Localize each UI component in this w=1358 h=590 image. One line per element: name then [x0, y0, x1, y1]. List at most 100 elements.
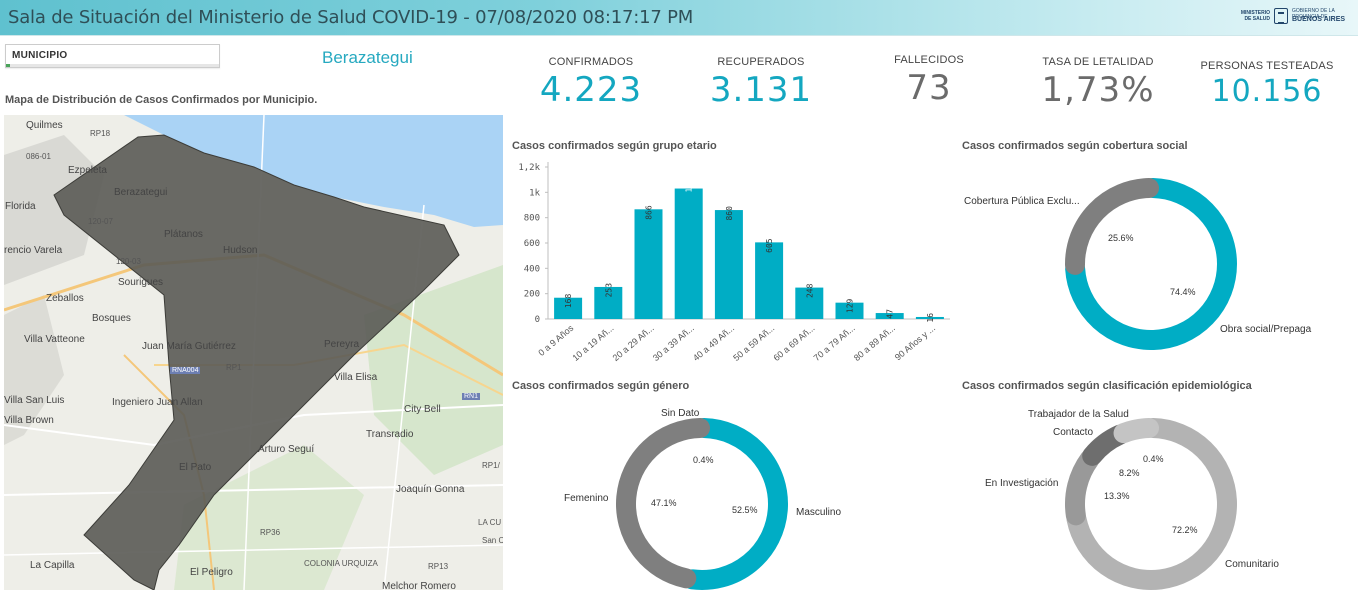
- map-label-transradio: Transradio: [366, 429, 414, 440]
- donut-slice[interactable]: [682, 418, 788, 590]
- map-road-tag-rn1: RN1: [462, 393, 481, 400]
- age-chart-title: Casos confirmados según grupo etario: [512, 140, 717, 152]
- bar[interactable]: [554, 297, 583, 319]
- gender-pct-sin-dato: 0.4%: [693, 455, 714, 465]
- map-label-la-capilla: La Capilla: [30, 560, 75, 571]
- donut-slice[interactable]: [1113, 418, 1160, 444]
- x-category-label: 80 a 89 Añ...: [852, 323, 897, 363]
- map-label-rp1: RP1: [226, 363, 242, 372]
- map-label-el-pato: El Pato: [179, 462, 212, 473]
- kpi-testeadas: PERSONAS TESTEADAS 10.156: [1177, 60, 1357, 109]
- bar-data-label: 253: [604, 283, 613, 298]
- epi-chart-title: Casos confirmados según clasificación ep…: [962, 380, 1252, 392]
- y-tick-label: 400: [524, 264, 540, 274]
- donut-slice[interactable]: [1065, 178, 1237, 350]
- filter-selection-bar: [6, 64, 219, 67]
- coverage-label-obra-social: Obra social/Prepaga: [1220, 324, 1312, 335]
- bar-data-label: 16: [926, 313, 935, 323]
- kpi-letalidad-value: 1,73%: [1041, 70, 1155, 110]
- coverage-donut-chart[interactable]: [1061, 174, 1241, 354]
- gender-label-femenino: Femenino: [564, 493, 609, 504]
- municipio-filter[interactable]: MUNICIPIO: [5, 44, 220, 68]
- bar[interactable]: [915, 316, 944, 319]
- coverage-label-publica: Cobertura Pública Exclu...: [964, 196, 1080, 207]
- map-label-villa-elisa: Villa Elisa: [334, 372, 378, 383]
- map-label-rp18: RP18: [90, 129, 111, 138]
- bar[interactable]: [795, 287, 824, 319]
- kpi-recuperados-value: 3.131: [709, 70, 813, 110]
- map-label-rp36: RP36: [260, 528, 281, 537]
- gender-donut-chart[interactable]: [612, 414, 792, 590]
- selected-municipio: Berazategui: [322, 48, 413, 67]
- kpi-fallecidos-label: FALLECIDOS: [894, 54, 964, 66]
- epi-label-comunitario: Comunitario: [1225, 559, 1279, 570]
- map-road-tag-rna: RNA004: [170, 367, 201, 374]
- map-label-sourigues: Sourigues: [118, 277, 164, 288]
- map-view[interactable]: Quilmes RP18 086-01 Ezpeleta Florida Ber…: [4, 115, 503, 590]
- kpi-fallecidos: FALLECIDOS 73: [839, 54, 1019, 108]
- map-label-san-c: San C: [482, 536, 503, 545]
- bar[interactable]: [875, 313, 904, 319]
- x-category-label: 90 Años y ...: [893, 323, 937, 362]
- kpi-fallecidos-value: 73: [906, 68, 952, 108]
- y-tick-label: 200: [524, 290, 540, 300]
- x-category-label: 50 a 59 Añ...: [731, 323, 776, 363]
- bar-data-label: 168: [564, 294, 573, 309]
- epi-pct-contacto: 8.2%: [1119, 468, 1140, 478]
- map-label-hudson: Hudson: [223, 245, 258, 256]
- map-label-bosques: Bosques: [92, 313, 131, 324]
- bar-data-label: 129: [846, 298, 855, 313]
- donut-slice[interactable]: [616, 418, 711, 589]
- y-tick-label: 0: [535, 315, 540, 325]
- epi-pct-comunitario: 72.2%: [1172, 525, 1198, 535]
- bar[interactable]: [714, 210, 743, 319]
- map-label-berazategui: Berazategui: [114, 187, 168, 198]
- logo-province-text: BUENOS AIRES: [1292, 16, 1346, 23]
- bar-data-label: 605: [765, 238, 774, 253]
- donut-slice[interactable]: [1065, 449, 1100, 526]
- bar[interactable]: [674, 188, 703, 319]
- x-category-label: 0 a 9 Años: [536, 323, 575, 358]
- map-label-code3: 120-03: [116, 257, 141, 266]
- logo-government-text: GOBIERNO DE LA PROVINCIA DE: [1292, 8, 1335, 20]
- y-tick-label: 1,2k: [518, 163, 540, 173]
- gender-chart-title: Casos confirmados según género: [512, 380, 690, 392]
- donut-slice[interactable]: [1066, 418, 1237, 590]
- x-category-label: 30 a 39 Añ...: [651, 323, 696, 363]
- x-category-label: 60 a 69 Añ...: [771, 323, 816, 363]
- age-bar-chart[interactable]: 0 200 400 600 800 1k 1,2k 168 0 a 9 Años 253 10 a …: [508, 158, 958, 383]
- x-category-label: 40 a 49 Añ...: [691, 323, 736, 363]
- bar-data-label: 1,03k: [685, 168, 694, 192]
- map-label-code1: 086-01: [26, 152, 51, 161]
- kpi-letalidad: TASA DE LETALIDAD 1,73%: [1008, 56, 1188, 110]
- y-tick-label: 800: [524, 214, 540, 224]
- map-label-platanos: Plátanos: [164, 229, 203, 240]
- municipality-polygon[interactable]: [53, 134, 460, 590]
- x-category-label: 70 a 79 Añ...: [812, 323, 857, 363]
- bar[interactable]: [634, 209, 663, 319]
- bar[interactable]: [835, 302, 864, 319]
- coverage-chart-title: Casos confirmados según cobertura social: [962, 140, 1188, 152]
- map-label-villa-brown: Villa Brown: [4, 415, 54, 426]
- map-label-rp13: RP13: [428, 562, 449, 571]
- map-title: Mapa de Distribución de Casos Confirmado…: [5, 94, 318, 106]
- gender-label-sin-dato: Sin Dato: [661, 408, 700, 419]
- epi-label-contacto: Contacto: [1053, 427, 1094, 438]
- bar-data-label: 47: [886, 309, 895, 319]
- gender-pct-masculino: 52.5%: [732, 505, 758, 515]
- map-label-ezpeleta: Ezpeleta: [68, 165, 107, 176]
- epi-donut-chart[interactable]: [1061, 414, 1241, 590]
- donut-slice[interactable]: [1065, 178, 1160, 275]
- kpi-confirmados-value: 4.223: [539, 70, 643, 110]
- map-label-florida: Florida: [5, 201, 36, 212]
- y-tick-label: 1k: [529, 188, 540, 198]
- logo-ministry-text: MINISTERIO DE SALUD: [1240, 10, 1270, 22]
- coverage-pct-obra-social: 74.4%: [1170, 287, 1196, 297]
- bar[interactable]: [594, 286, 623, 319]
- bar[interactable]: [755, 242, 784, 319]
- header-bar: Sala de Situación del Ministerio de Salu…: [0, 0, 1358, 36]
- coverage-pct-publica: 25.6%: [1108, 233, 1134, 243]
- map-label-varela: rencio Varela: [4, 245, 63, 256]
- map-label-code2: 120-07: [88, 217, 113, 226]
- map-label-gonna: Joaquín Gonna: [396, 484, 465, 495]
